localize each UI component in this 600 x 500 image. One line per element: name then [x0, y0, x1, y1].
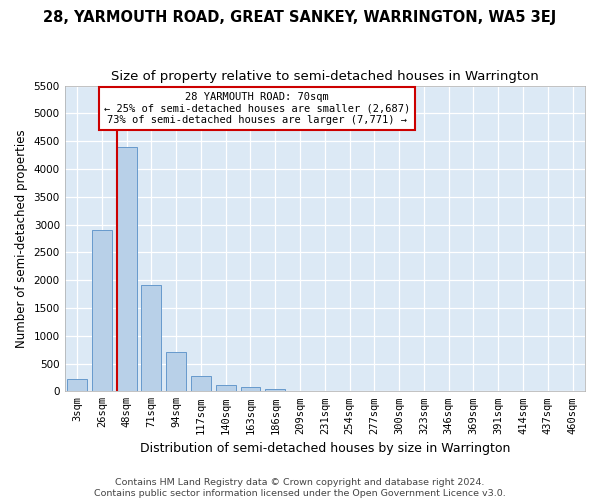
Bar: [117, 146, 137, 392]
Bar: [92, 230, 112, 392]
Bar: [191, 376, 211, 392]
X-axis label: Distribution of semi-detached houses by size in Warrington: Distribution of semi-detached houses by …: [140, 442, 510, 455]
Text: Contains HM Land Registry data © Crown copyright and database right 2024.
Contai: Contains HM Land Registry data © Crown c…: [94, 478, 506, 498]
Bar: [265, 388, 285, 392]
Bar: [67, 379, 87, 392]
Text: 28 YARMOUTH ROAD: 70sqm
← 25% of semi-detached houses are smaller (2,687)
73% of: 28 YARMOUTH ROAD: 70sqm ← 25% of semi-de…: [104, 92, 410, 125]
Y-axis label: Number of semi-detached properties: Number of semi-detached properties: [15, 129, 28, 348]
Title: Size of property relative to semi-detached houses in Warrington: Size of property relative to semi-detach…: [111, 70, 539, 83]
Bar: [166, 352, 186, 392]
Bar: [142, 284, 161, 392]
Bar: [216, 384, 236, 392]
Bar: [241, 387, 260, 392]
Text: 28, YARMOUTH ROAD, GREAT SANKEY, WARRINGTON, WA5 3EJ: 28, YARMOUTH ROAD, GREAT SANKEY, WARRING…: [43, 10, 557, 25]
